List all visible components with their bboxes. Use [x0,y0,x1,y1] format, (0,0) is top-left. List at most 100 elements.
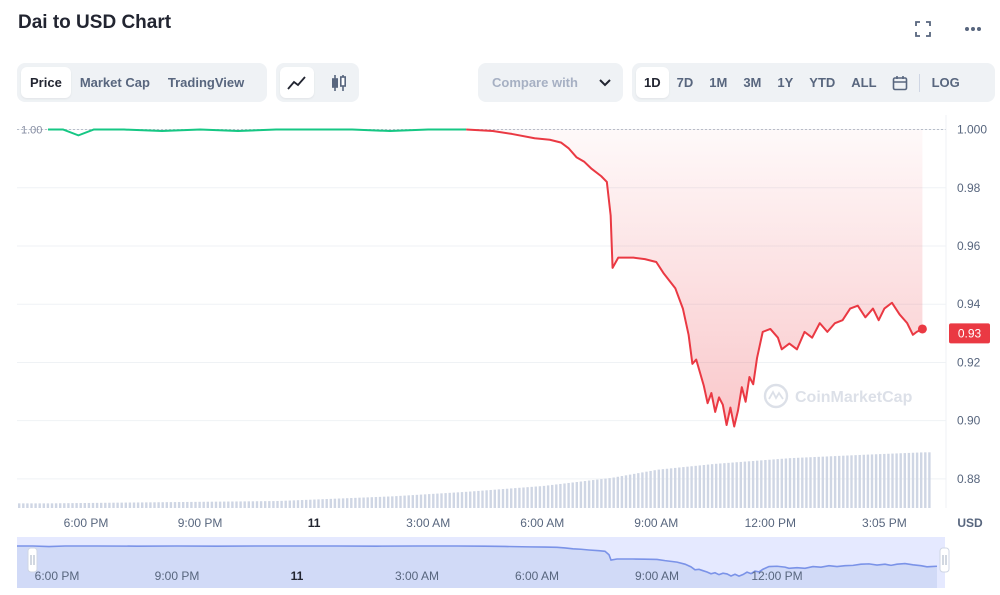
volume-bar [551,484,554,508]
volume-bar [79,503,82,508]
volume-bar [522,487,525,508]
range-1y[interactable]: 1Y [777,75,794,90]
volume-bar [641,472,644,508]
volume-bar [747,461,751,508]
volume-bar [448,492,451,508]
volume-bar [227,501,230,508]
open-price-label: 1.00 [21,125,42,137]
range-7d[interactable]: 7D [676,75,694,90]
volume-bar [272,501,275,508]
volume-bar [879,454,882,508]
volume-bar [649,470,652,508]
volume-bar [235,501,238,508]
volume-bar [608,478,611,508]
range-ytd[interactable]: YTD [809,75,836,90]
more-dots-icon[interactable] [962,18,984,40]
volume-bar [432,493,435,508]
volume-bar [38,503,41,508]
volume-bar [317,499,320,508]
page-title: Dai to USD Chart [18,12,172,33]
volume-bar [63,503,66,508]
y-tick-label: 0.88 [957,472,981,486]
volume-bar [366,497,369,508]
volume-bar [395,496,398,508]
volume-bar [866,454,870,508]
current-price-label: 0.93 [958,326,982,340]
candlestick-icon[interactable] [323,67,355,98]
volume-bar [141,502,144,508]
volume-bar [690,466,693,508]
volume-bar [300,500,304,508]
volume-bar [596,479,599,508]
volume-bar [702,464,706,508]
range-1d[interactable]: 1D [636,67,669,98]
x-tick-label: 9:00 PM [178,516,223,530]
volume-bar [788,458,792,508]
volume-bar [403,495,406,508]
price-area-fill [492,129,923,427]
volume-bar [182,501,185,508]
volume-bar [546,485,550,508]
y-tick-label: 1.000 [957,123,987,137]
volume-bar [399,495,402,508]
volume-bar [473,491,476,508]
tab-market-cap[interactable]: Market Cap [79,75,150,90]
y-axis: 1.000 0.98 0.96 0.94 0.92 0.90 0.88 [957,123,987,486]
navigator-tick-label: 12:00 PM [751,569,802,583]
navigator-area [17,546,937,588]
volume-bar [694,465,697,508]
volume-bar [858,454,861,508]
tab-tradingview[interactable]: TradingView [167,75,245,90]
tab-price[interactable]: Price [21,67,71,98]
volume-bar [686,466,689,508]
coinmarketcap-watermark: CoinMarketCap [763,383,913,409]
volume-bar [501,489,505,508]
volume-bar [173,502,177,508]
volume-bar [460,492,464,508]
fullscreen-icon[interactable] [912,18,934,40]
volume-bar [661,469,665,508]
volume-bar [153,502,156,508]
volume-bar [813,457,816,508]
volume-bar [862,454,865,508]
volume-bar [469,491,472,508]
volume-bar [846,455,849,508]
calendar-icon[interactable] [885,67,915,98]
volume-bar [177,502,181,508]
range-1m[interactable]: 1M [709,75,728,90]
volume-bar [341,498,345,508]
volume-bar [190,501,193,508]
navigator-left-handle [27,547,38,573]
volume-bar [587,480,591,508]
range-divider [918,73,920,92]
compare-with-dropdown[interactable]: Compare with [478,63,623,102]
volume-bar [255,501,259,508]
navigator-tick-label: 6:00 PM [35,569,80,583]
volume-bar [678,467,681,508]
navigator-tick-label: 6:00 AM [515,569,559,583]
volume-bar [411,495,414,508]
volume-bar [485,490,488,508]
volume-bar [600,479,603,508]
volume-bar [239,501,242,508]
log-scale-toggle[interactable]: LOG [931,75,960,90]
range-3m[interactable]: 3M [743,75,762,90]
range-all[interactable]: ALL [851,75,877,90]
volume-bar [169,502,173,508]
volume-bar [727,462,730,508]
volume-bar [251,501,255,508]
volume-bar [456,492,460,508]
volume-bar [292,500,296,508]
chevron-down-icon [599,76,611,90]
line-chart-icon[interactable] [280,67,314,98]
volume-bar [346,498,349,508]
volume-bar [452,492,455,508]
volume-bar [358,497,361,508]
volume-bar [145,502,148,508]
price-line-below-open [466,128,923,428]
volume-bar [633,473,636,508]
volume-bar [128,502,132,508]
volume-bar [555,484,558,508]
volume-bar [321,499,324,508]
volume-bar [104,502,107,508]
